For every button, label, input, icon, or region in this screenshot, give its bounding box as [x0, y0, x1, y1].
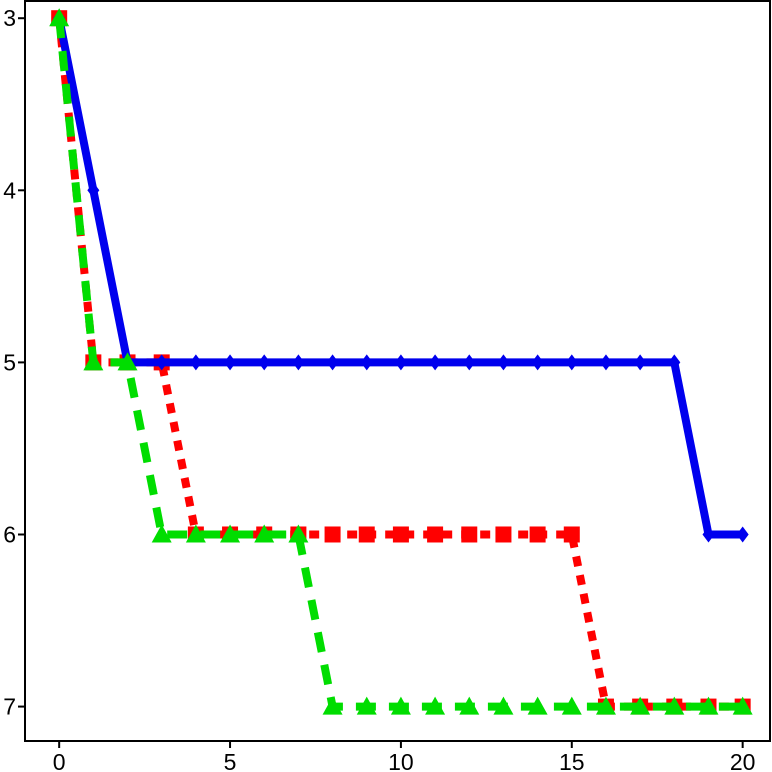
- x-tick-label: 20: [730, 749, 756, 772]
- data-point-triangle: [561, 696, 582, 715]
- data-point-square: [358, 526, 375, 543]
- data-point-triangle: [151, 524, 172, 543]
- data-point-diamond: [87, 182, 100, 199]
- data-point-square: [392, 526, 409, 543]
- series-triangle: [49, 8, 753, 715]
- axis-layer: 0 5 10 15 20 3 4 5 6 7: [3, 5, 755, 772]
- data-point-triangle: [425, 696, 446, 715]
- data-point-diamond: [258, 354, 271, 371]
- data-point-triangle: [527, 696, 548, 715]
- data-point-diamond: [463, 354, 476, 371]
- data-point-diamond: [531, 354, 544, 371]
- data-point-diamond: [702, 526, 715, 543]
- data-point-diamond: [326, 354, 339, 371]
- series-layer: [49, 8, 753, 715]
- data-point-diamond: [736, 526, 749, 543]
- y-tick-label: 7: [3, 694, 16, 720]
- data-point-square: [461, 526, 478, 543]
- plot-frame: [24, 0, 771, 742]
- data-point-triangle: [185, 524, 206, 543]
- data-point-triangle: [117, 352, 138, 371]
- data-point-square: [529, 526, 546, 543]
- data-point-triangle: [288, 524, 309, 543]
- data-point-triangle: [356, 696, 377, 715]
- data-point-triangle: [732, 696, 753, 715]
- data-point-triangle: [664, 696, 685, 715]
- data-point-triangle: [254, 524, 275, 543]
- data-point-diamond: [155, 354, 168, 371]
- data-point-triangle: [83, 352, 104, 371]
- data-point-triangle: [49, 8, 70, 27]
- x-tick-label: 10: [388, 749, 414, 772]
- data-point-diamond: [634, 354, 647, 371]
- y-tick-label: 5: [3, 349, 16, 375]
- data-point-square: [427, 526, 444, 543]
- y-tick-label: 6: [3, 521, 16, 547]
- data-point-diamond: [429, 354, 442, 371]
- data-point-diamond: [189, 354, 202, 371]
- data-point-diamond: [497, 354, 510, 371]
- data-point-triangle: [390, 696, 411, 715]
- data-point-square: [563, 526, 580, 543]
- data-point-triangle: [595, 696, 616, 715]
- data-point-triangle: [698, 696, 719, 715]
- data-point-diamond: [565, 354, 578, 371]
- data-point-diamond: [360, 354, 373, 371]
- x-tick-label: 0: [53, 749, 66, 772]
- series-diamond: [53, 10, 749, 543]
- data-point-triangle: [322, 696, 343, 715]
- x-tick-label: 5: [224, 749, 237, 772]
- data-point-diamond: [668, 354, 681, 371]
- series-line: [55, 17, 743, 539]
- data-point-diamond: [599, 354, 612, 371]
- data-point-square: [324, 526, 341, 543]
- data-point-triangle: [630, 696, 651, 715]
- data-point-diamond: [224, 354, 237, 371]
- data-point-square: [495, 526, 512, 543]
- data-point-diamond: [292, 354, 305, 371]
- y-tick-label: 4: [3, 177, 16, 203]
- data-point-triangle: [459, 696, 480, 715]
- data-point-diamond: [394, 354, 407, 371]
- y-tick-label: 3: [3, 5, 16, 31]
- data-point-triangle: [493, 696, 514, 715]
- x-tick-label: 15: [559, 749, 585, 772]
- data-point-triangle: [220, 524, 241, 543]
